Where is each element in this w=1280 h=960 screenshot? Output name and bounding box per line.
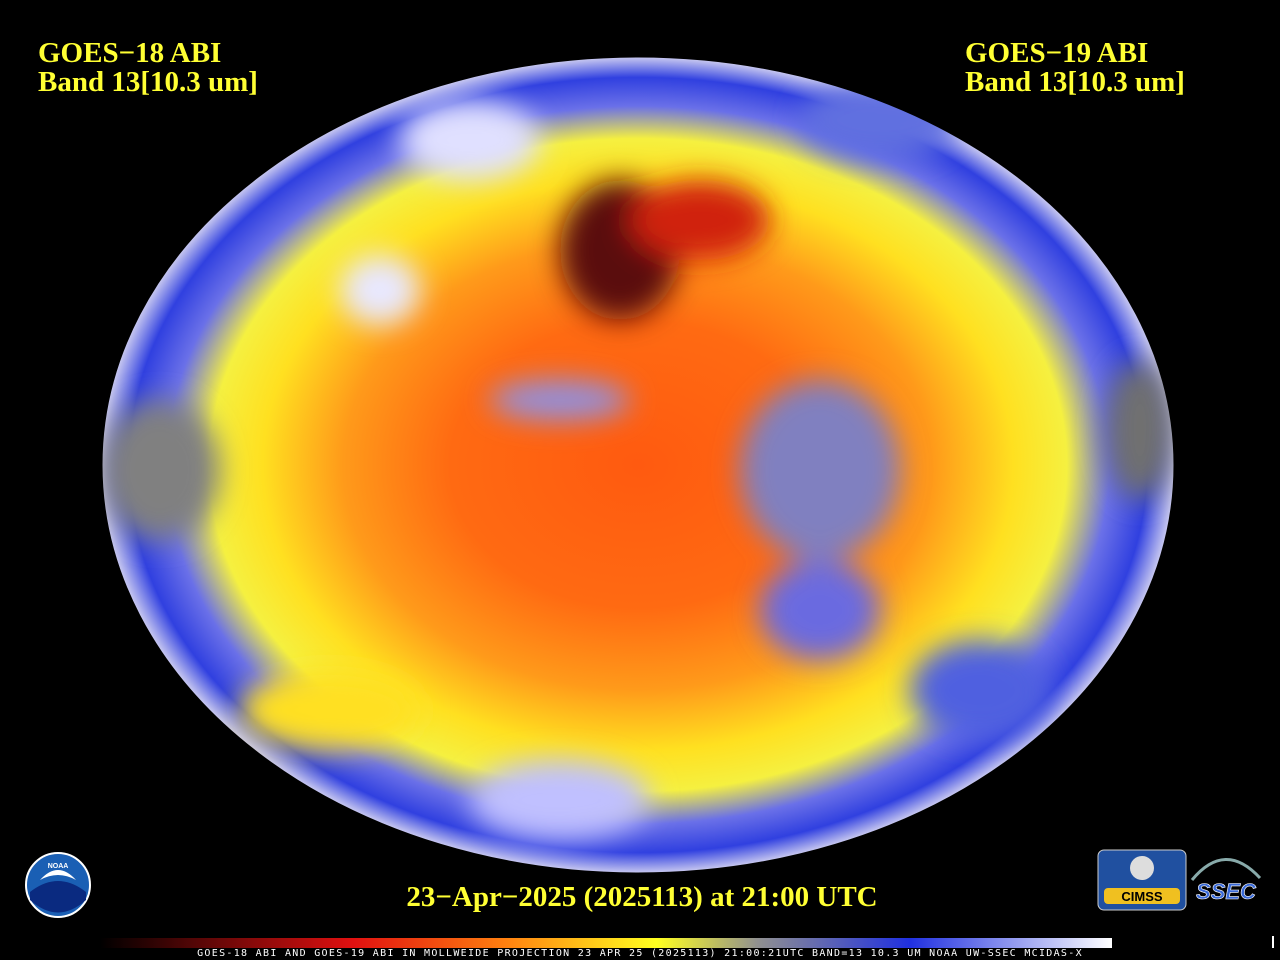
right-title: GOES−19 ABI bbox=[965, 37, 1148, 69]
color-bar bbox=[100, 938, 1112, 948]
noaa-logo: NOAA bbox=[25, 852, 91, 918]
ssec-label: SSEC bbox=[1196, 879, 1257, 904]
corner-marker bbox=[1272, 936, 1274, 948]
right-band: Band 13[10.3 um] bbox=[965, 66, 1185, 98]
cloud-features bbox=[102, 80, 1174, 840]
left-title: GOES−18 ABI bbox=[38, 37, 221, 69]
cimss-logo: CIMSS bbox=[1097, 849, 1187, 911]
globe-outline bbox=[101, 56, 1175, 874]
footer-caption: GOES-18 ABI AND GOES-19 ABI IN MOLLWEIDE… bbox=[197, 948, 1083, 959]
cimss-dish bbox=[1130, 856, 1154, 880]
left-band: Band 13[10.3 um] bbox=[38, 66, 258, 98]
globe bbox=[102, 57, 1174, 873]
cimss-band bbox=[1104, 888, 1180, 904]
noaa-label: NOAA bbox=[48, 863, 69, 870]
ssec-arc bbox=[1190, 858, 1262, 881]
cimss-label: CIMSS bbox=[1121, 889, 1163, 904]
timestamp: 23−Apr−2025 (2025113) at 21:00 UTC bbox=[406, 881, 877, 913]
noaa-wave bbox=[30, 881, 86, 913]
noaa-bird bbox=[40, 870, 76, 880]
ssec-logo: SSEC bbox=[1190, 858, 1262, 904]
globe-fill bbox=[102, 57, 1174, 873]
